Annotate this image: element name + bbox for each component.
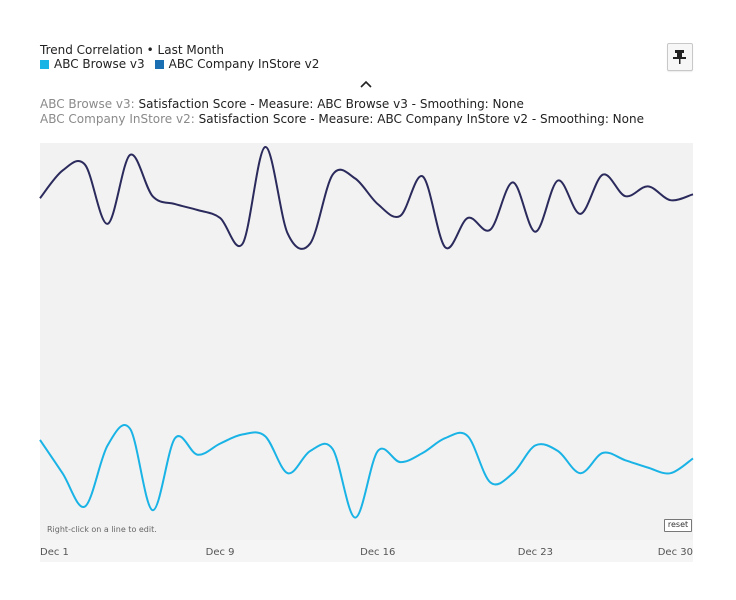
series-description-instore: ABC Company InStore v2: Satisfaction Sco… [40,112,644,126]
series-description-prefix: ABC Company InStore v2: [40,112,195,126]
series-description-text: Satisfaction Score - Measure: ABC Browse… [134,97,524,111]
x-tick-label: Dec 16 [360,547,395,558]
x-axis-band [40,540,693,562]
collapse-caret-button[interactable] [358,76,374,90]
pin-icon [673,50,686,64]
x-tick-label: Dec 23 [518,547,553,558]
reset-button[interactable]: reset [664,519,692,532]
chart-title: Trend Correlation • Last Month [40,43,224,57]
series-description-browse: ABC Browse v3: Satisfaction Score - Meas… [40,97,524,111]
legend: ABC Browse v3 ABC Company InStore v2 [40,57,319,71]
legend-label: ABC Company InStore v2 [168,57,320,71]
edit-hint: Right-click on a line to edit. [47,525,157,534]
pin-button[interactable] [667,43,693,71]
series-line-browse[interactable] [39,424,694,519]
legend-item-instore[interactable]: ABC Company InStore v2 [154,57,320,71]
x-tick-label: Dec 30 [658,547,693,558]
legend-swatch [154,59,164,69]
plot-area [40,143,693,540]
x-tick-label: Dec 1 [40,547,69,558]
legend-item-browse[interactable]: ABC Browse v3 [40,57,145,71]
legend-swatch [40,59,49,69]
x-tick-label: Dec 9 [206,547,235,558]
legend-label: ABC Browse v3 [54,57,145,71]
series-description-text: Satisfaction Score - Measure: ABC Compan… [194,112,644,126]
chevron-up-icon [360,80,372,88]
series-description-prefix: ABC Browse v3: [40,97,135,111]
series-line-instore[interactable] [39,145,694,250]
